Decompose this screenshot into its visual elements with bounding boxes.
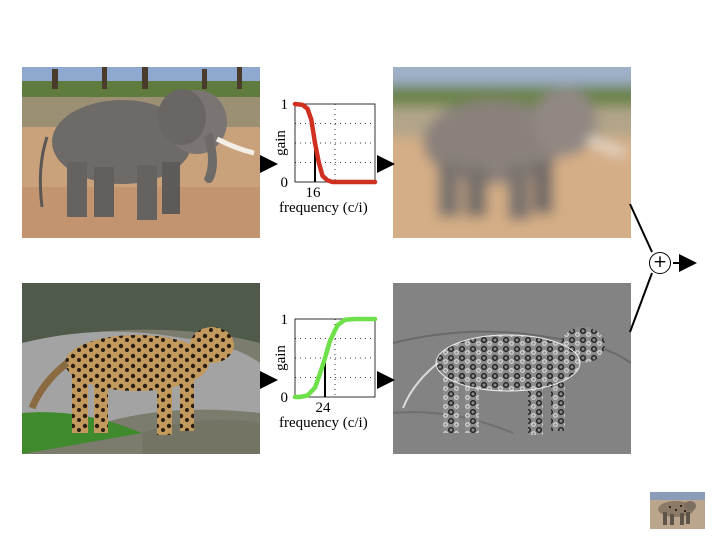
sum-node: + [649, 252, 671, 274]
line-bottom-to-sum [629, 272, 653, 333]
lowpass-gain-curve [292, 101, 378, 185]
highpass-xlabel: frequency (c/i) [279, 415, 368, 431]
plus-symbol: + [652, 252, 668, 272]
lowpass-cutoff-label: 16 [306, 185, 322, 201]
elephant-photo [22, 67, 260, 238]
highpass-grid [295, 319, 375, 397]
lowpass-grid [295, 104, 375, 182]
highpass-filter-chart: 0 1 gain 24 frequency (c/i) [262, 307, 388, 437]
elephant-blurred [393, 67, 631, 238]
lowpass-filter-chart: 0 1 gain 16 frequency (c/i) [262, 92, 388, 222]
highpass-ylabel: gain [273, 345, 289, 371]
highpass-ytick-0: 0 [281, 390, 289, 406]
line-top-to-sum [629, 203, 653, 253]
highpass-ytick-1: 1 [281, 312, 289, 328]
lowpass-ylabel: gain [273, 130, 289, 156]
lowpass-xlabel: frequency (c/i) [279, 200, 368, 216]
leopard-photo [22, 283, 260, 454]
highpass-gain-curve [292, 316, 378, 400]
highpass-cutoff-label: 24 [316, 400, 332, 416]
hybrid-thumbnail [650, 492, 705, 529]
highpass-plot-frame [294, 318, 376, 398]
lowpass-ytick-1: 1 [281, 97, 289, 113]
leopard-edges [393, 283, 631, 454]
lowpass-ytick-0: 0 [281, 175, 289, 191]
